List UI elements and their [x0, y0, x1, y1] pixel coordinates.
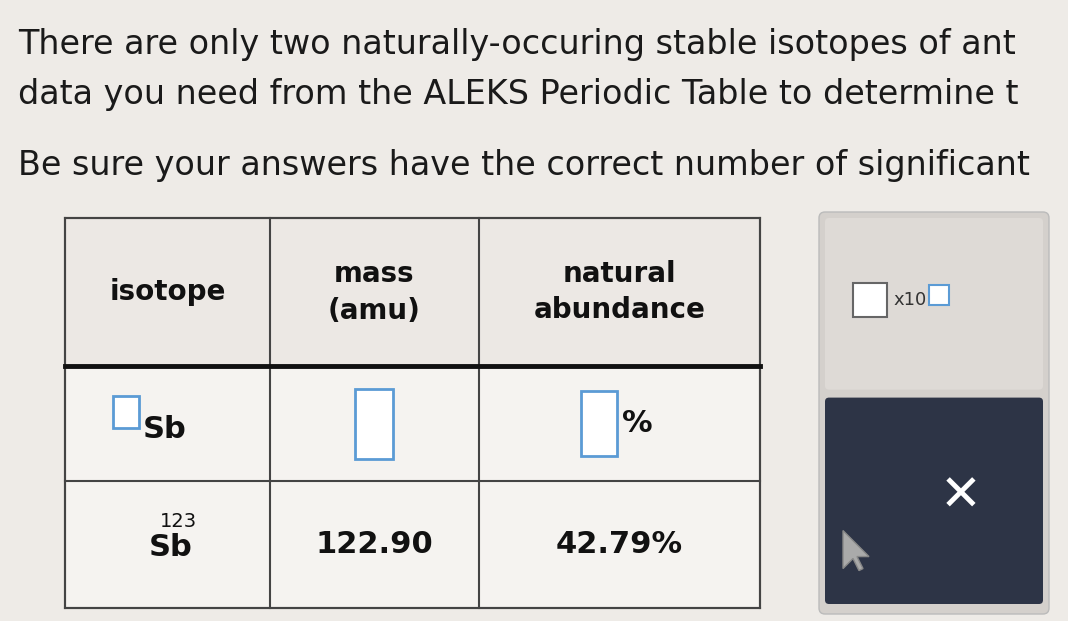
Text: x10: x10	[893, 291, 926, 309]
FancyBboxPatch shape	[819, 212, 1049, 614]
Text: Be sure your answers have the correct number of significant: Be sure your answers have the correct nu…	[18, 149, 1030, 182]
FancyBboxPatch shape	[824, 218, 1043, 389]
Polygon shape	[843, 530, 869, 571]
Bar	[356, 389, 393, 459]
Bar	[112, 396, 139, 428]
Text: 122.90: 122.90	[315, 530, 434, 559]
FancyBboxPatch shape	[824, 397, 1043, 604]
Text: %: %	[623, 409, 653, 438]
Text: Sb: Sb	[142, 415, 186, 444]
Bar	[65, 218, 760, 608]
Bar	[929, 285, 949, 305]
Text: There are only two naturally-occuring stable isotopes of ant: There are only two naturally-occuring st…	[18, 28, 1016, 61]
Bar	[65, 218, 760, 366]
Bar	[65, 218, 760, 608]
Text: Sb: Sb	[148, 533, 192, 562]
Text: data you need from the ALEKS Periodic Table to determine t: data you need from the ALEKS Periodic Ta…	[18, 78, 1019, 111]
Text: isotope: isotope	[109, 278, 225, 306]
Text: 123: 123	[159, 512, 197, 530]
Text: 42.79%: 42.79%	[555, 530, 682, 559]
Text: mass
(amu): mass (amu)	[328, 260, 421, 325]
Bar	[581, 391, 617, 456]
Text: ✕: ✕	[939, 473, 981, 521]
Text: natural
abundance: natural abundance	[533, 260, 705, 325]
Bar	[853, 283, 888, 317]
